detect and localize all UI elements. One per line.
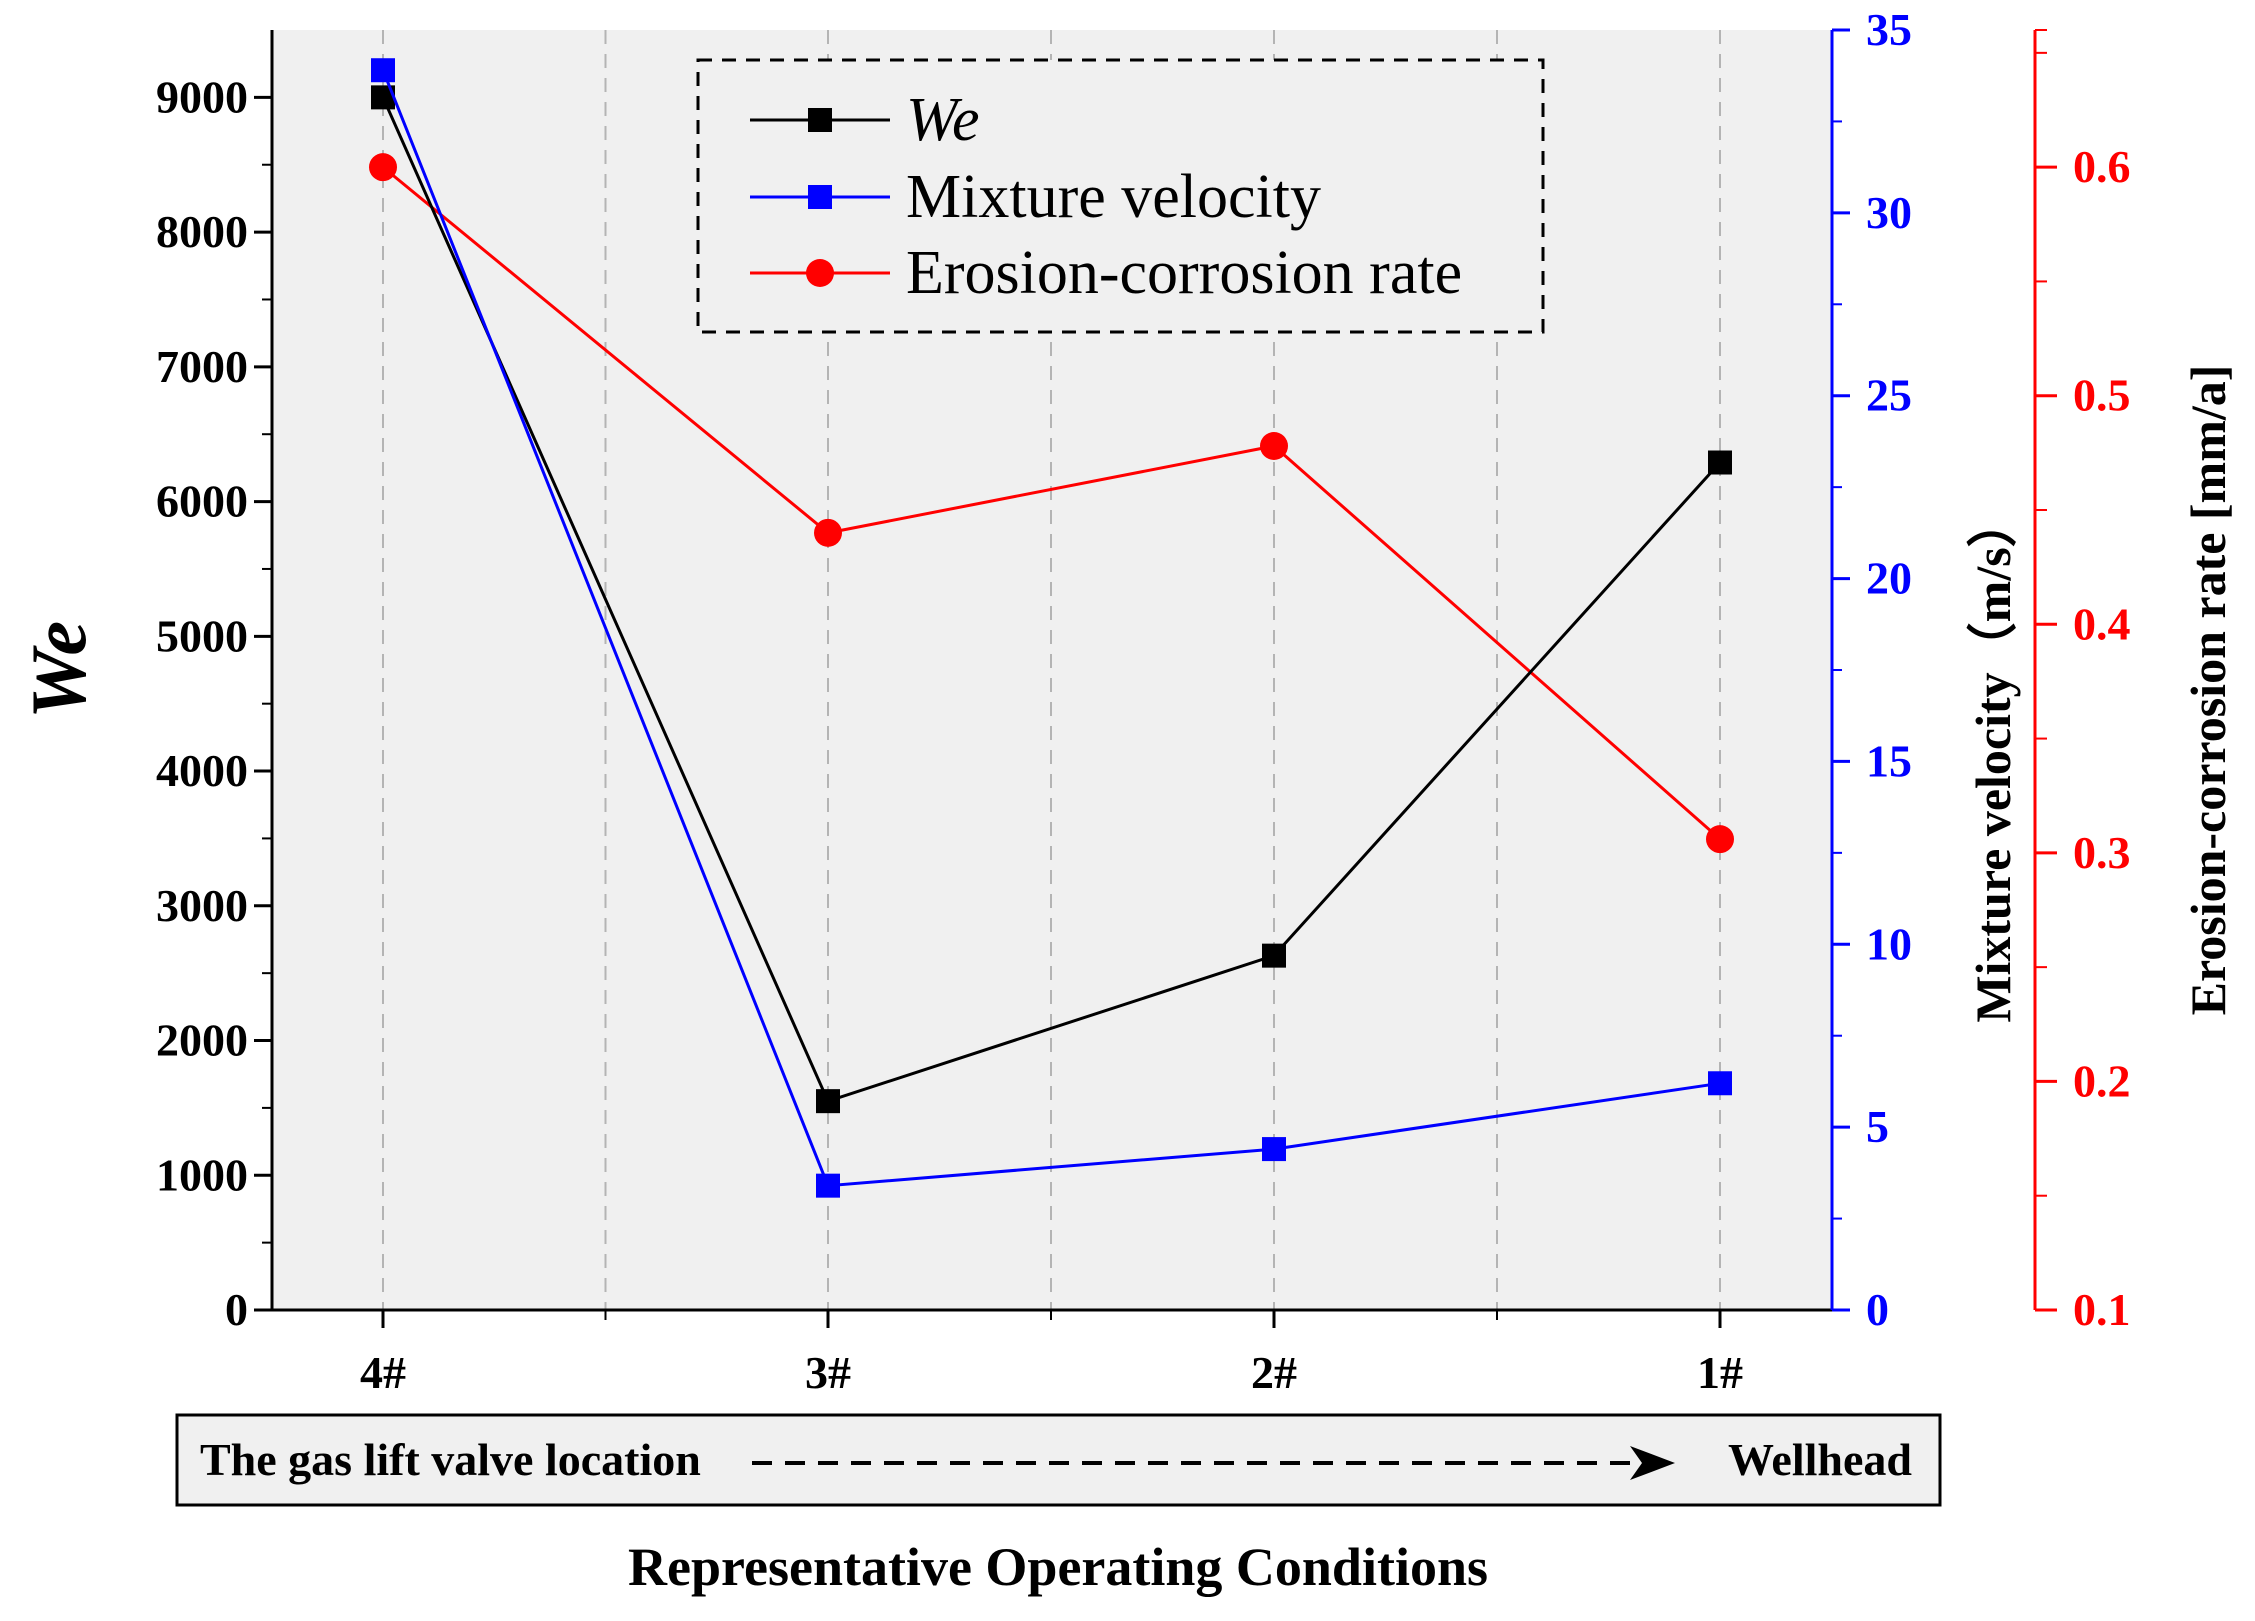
point-we <box>1262 943 1286 968</box>
y3-tick-label: 0.4 <box>2073 598 2131 649</box>
point-mixture-velocity <box>816 1173 840 1198</box>
y2-tick-label: 30 <box>1866 187 1912 238</box>
y-tick-label: 9000 <box>156 71 248 122</box>
x-axis-title: Representative Operating Conditions <box>628 1537 1488 1597</box>
point-mixture-velocity <box>1708 1071 1732 1096</box>
y2-tick-label: 0 <box>1866 1284 1889 1335</box>
legend-label-we: We <box>906 86 979 154</box>
point-erosion-corrosion-rate <box>369 153 397 182</box>
y2-axis-title: Mixture velocity（m/s） <box>1965 497 2021 1022</box>
y2-tick-label: 5 <box>1866 1101 1889 1152</box>
y3-tick-label: 0.6 <box>2073 141 2131 192</box>
location-start-label: The gas lift valve location <box>200 1434 701 1485</box>
legend-marker-we <box>808 108 832 132</box>
location-arrow-head <box>1630 1446 1675 1480</box>
point-mixture-velocity <box>1262 1137 1286 1162</box>
y-tick-label: 8000 <box>156 206 248 257</box>
series-line-mixture-velocity <box>381 69 1721 1188</box>
y3-tick-label: 0.5 <box>2073 370 2131 421</box>
y2-tick-label: 25 <box>1866 370 1912 421</box>
y3-tick-label: 0.2 <box>2073 1055 2131 1106</box>
y2-tick-label: 35 <box>1866 4 1912 55</box>
y3-axis-title: Erosion-corrosion rate [mm/a] <box>2180 365 2236 1016</box>
point-we <box>1708 450 1732 475</box>
series-group <box>369 58 1734 1198</box>
legend: We Mixture velocity Erosion-corrosion ra… <box>696 58 1545 334</box>
y2-tick-label: 20 <box>1866 553 1912 604</box>
y-tick-label: 1000 <box>156 1149 248 1200</box>
point-erosion-corrosion-rate <box>814 518 842 547</box>
legend-marker-velocity <box>808 185 832 209</box>
x-tick-label: 2# <box>1251 1347 1297 1398</box>
series-line-we <box>381 96 1722 1104</box>
y2-tick-label: 10 <box>1866 918 1912 969</box>
y3-tick-label: 0.1 <box>2073 1284 2131 1335</box>
y2-tick-label: 15 <box>1866 735 1912 786</box>
x-tick-label: 3# <box>805 1347 851 1398</box>
y-tick-label: 2000 <box>156 1015 248 1066</box>
series-line-erosion-corrosion-rate <box>382 165 1721 841</box>
y-tick-label: 0 <box>225 1284 248 1335</box>
legend-marker-erosion <box>806 259 834 287</box>
location-end-label: Wellhead <box>1728 1434 1912 1485</box>
point-we <box>816 1089 840 1114</box>
legend-label-erosion: Erosion-corrosion rate <box>906 239 1462 307</box>
point-erosion-corrosion-rate <box>1260 432 1288 460</box>
point-erosion-corrosion-rate <box>1706 825 1734 854</box>
point-mixture-velocity <box>371 58 395 83</box>
location-bar: The gas lift valve location Wellhead <box>175 1413 1942 1507</box>
y-tick-label: 3000 <box>156 880 248 931</box>
y-tick-label: 6000 <box>156 476 248 527</box>
y3-tick-label: 0.3 <box>2073 827 2131 878</box>
y-tick-label: 7000 <box>156 341 248 392</box>
axes: 0 1000 2000 3000 4000 5000 6000 7000 8000 9000 4# 3… <box>156 4 2131 1398</box>
y-axis-title: We <box>15 621 102 719</box>
x-tick-label: 1# <box>1697 1347 1743 1398</box>
legend-label-velocity: Mixture velocity <box>906 163 1321 231</box>
y-tick-label: 4000 <box>156 745 248 796</box>
y-tick-label: 5000 <box>156 610 248 661</box>
x-tick-label: 4# <box>360 1347 406 1398</box>
